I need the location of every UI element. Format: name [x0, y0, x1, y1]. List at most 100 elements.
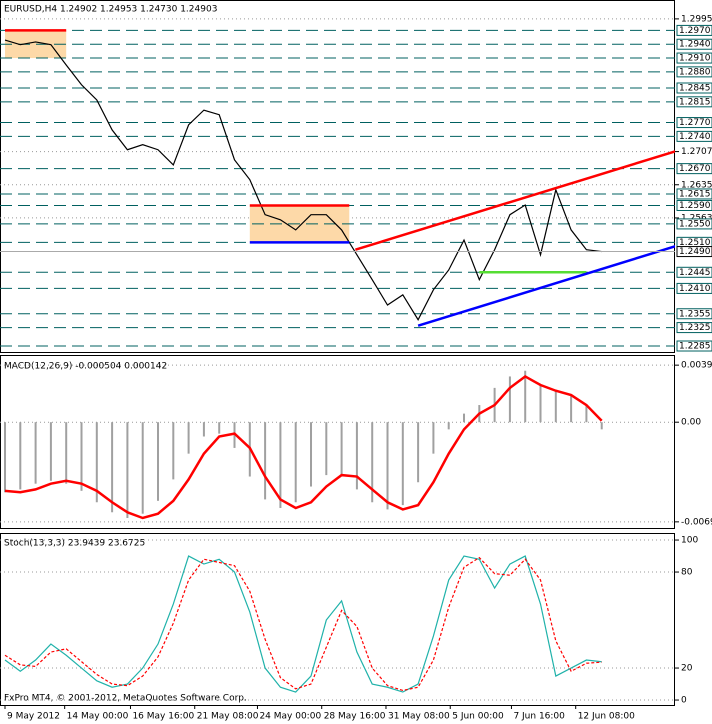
level-box — [676, 282, 712, 294]
level-box — [676, 24, 712, 36]
level-label: 1.2615 — [679, 189, 711, 199]
level-box — [676, 199, 712, 211]
bar — [34, 422, 37, 484]
x-tick-label: 21 May 08:00 — [197, 712, 259, 722]
bar — [294, 422, 297, 503]
y-tick-label: 80 — [681, 568, 693, 578]
y-tick-label: 0.00399 — [681, 361, 712, 371]
bar — [172, 422, 175, 480]
y-tick-label: 20 — [681, 664, 693, 674]
series-line — [4, 555, 602, 693]
level-label: 1.2325 — [679, 323, 711, 333]
x-tick-label: 14 May 00:00 — [67, 712, 129, 722]
pane-frame — [0, 355, 675, 529]
bar — [585, 405, 588, 423]
y-tick-label: 1.2635 — [681, 180, 712, 190]
x-tick-label: 7 Jun 16:00 — [513, 712, 565, 722]
signal-line — [4, 374, 603, 520]
bar — [447, 422, 450, 430]
level-label: 1.2940 — [679, 40, 711, 50]
bar — [95, 422, 98, 503]
bar — [279, 422, 282, 508]
level-label: 1.2510 — [679, 238, 711, 248]
level-label: 1.2590 — [679, 201, 711, 211]
level-box — [676, 52, 712, 64]
level-label: 1.2410 — [679, 284, 711, 294]
level-box — [676, 340, 712, 352]
level-label: 1.2845 — [679, 84, 711, 94]
level-box — [676, 82, 712, 94]
level-box — [676, 308, 712, 320]
bar — [401, 422, 404, 506]
trend-line — [417, 245, 675, 327]
bar — [157, 422, 160, 501]
bar — [524, 370, 527, 423]
bar — [600, 422, 603, 430]
y-tick-label: -0.00697 — [681, 517, 712, 527]
bar — [570, 395, 573, 423]
current-box — [676, 246, 712, 258]
bar — [508, 376, 511, 423]
level-label: 1.2550 — [679, 219, 711, 229]
pane — [0, 364, 675, 523]
bar — [432, 422, 435, 454]
current-label: 1.2490 — [679, 247, 711, 257]
x-tick-label: 16 May 16:00 — [132, 712, 194, 722]
x-tick-label: 9 May 2012 — [7, 712, 60, 722]
trend-line — [355, 150, 675, 251]
bar — [371, 422, 374, 503]
bar — [554, 390, 557, 423]
level-box — [676, 38, 712, 50]
bar — [80, 422, 83, 491]
bar — [386, 422, 389, 510]
level-label: 1.2740 — [679, 132, 711, 142]
level-label: 1.2970 — [679, 26, 711, 36]
bar — [264, 422, 267, 500]
bar — [111, 422, 114, 513]
y-tick-label: 1.2707 — [681, 147, 712, 157]
y-tick-label: 0 — [681, 696, 687, 706]
level-label: 1.2770 — [679, 118, 711, 128]
bar — [126, 422, 129, 518]
level-box — [676, 163, 712, 175]
x-tick-label: 12 Jun 08:00 — [578, 712, 635, 722]
pane — [0, 539, 675, 701]
level-label: 1.2880 — [679, 67, 711, 77]
level-box — [676, 117, 712, 129]
bar — [141, 422, 144, 514]
chart-title: Stoch(13,3,3) 23.9439 23.6725 — [4, 539, 145, 549]
bar — [539, 385, 542, 423]
level-box — [676, 130, 712, 142]
series-line — [4, 39, 602, 321]
y-tick-label: 0.00 — [681, 418, 701, 428]
y-tick-label: 100 — [681, 536, 698, 546]
level-label: 1.2815 — [679, 97, 711, 107]
bar — [49, 422, 52, 481]
level-label: 1.2670 — [679, 164, 711, 174]
level-box — [676, 266, 712, 278]
pane — [0, 18, 675, 347]
level-label: 1.2285 — [679, 342, 711, 352]
level-box — [676, 96, 712, 108]
level-label: 1.2355 — [679, 309, 711, 319]
bar — [218, 422, 221, 434]
pane-frame — [0, 0, 675, 353]
bar — [355, 422, 358, 490]
bar — [340, 422, 343, 477]
series-line — [4, 556, 602, 692]
level-box — [676, 188, 712, 200]
chart-title: MACD(12,26,9) -0.000504 0.000142 — [4, 362, 167, 372]
x-tick-label: 24 May 00:00 — [259, 712, 321, 722]
x-tick-label: 28 May 16:00 — [324, 712, 386, 722]
level-box — [676, 218, 712, 230]
x-tick-label: 31 May 08:00 — [388, 712, 450, 722]
bar — [19, 422, 22, 490]
bar — [463, 413, 466, 423]
level-box — [676, 322, 712, 334]
bar — [417, 422, 420, 483]
level-label: 1.2445 — [679, 268, 711, 278]
level-box — [676, 66, 712, 78]
bar — [325, 422, 328, 476]
bar — [4, 422, 7, 493]
